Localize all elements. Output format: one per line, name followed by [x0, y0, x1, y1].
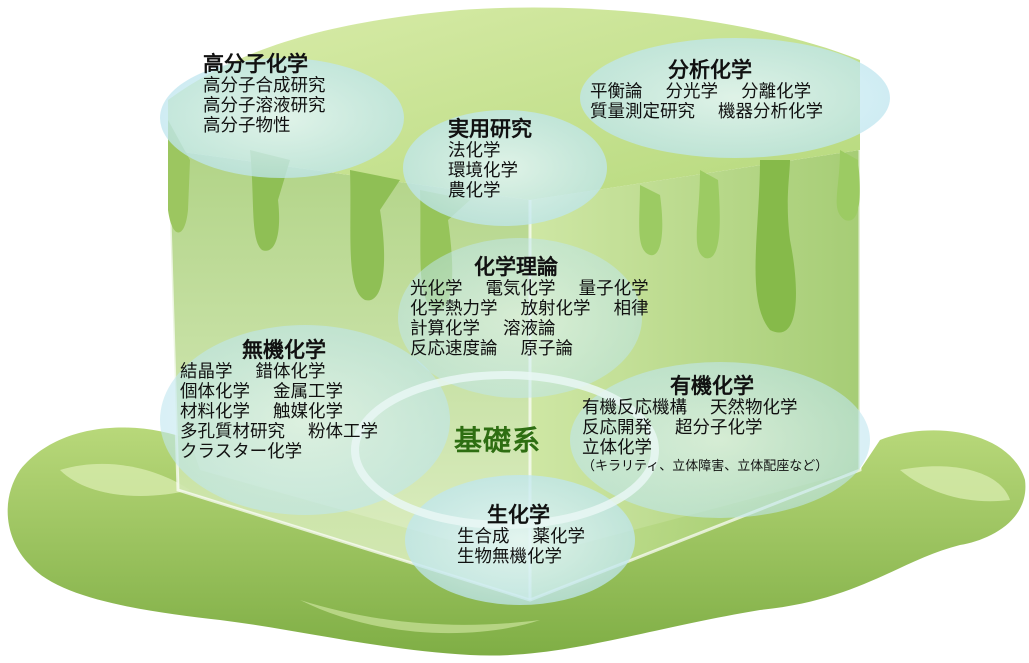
- group-item: 化学熱力学 放射化学 相律: [410, 299, 649, 319]
- group-item: 生合成 薬化学: [457, 527, 586, 547]
- group-title: 分析化学: [668, 58, 752, 82]
- group-biochem: 生化学 生合成 薬化学 生物無機化学: [457, 503, 585, 567]
- group-title: 高分子化学: [203, 52, 308, 76]
- group-item: 光化学 電気化学 量子化学: [410, 279, 649, 299]
- bubble-inorganic: [160, 325, 450, 515]
- group-item: 高分子溶液研究: [203, 96, 326, 116]
- slime-drip: [696, 170, 720, 259]
- group-title: 実用研究: [448, 117, 532, 141]
- slime-drip: [755, 160, 796, 333]
- slime-puddle-highlight: [300, 600, 540, 634]
- group-item: 結晶学 錯体化学: [180, 362, 326, 382]
- group-inorganic: 無機化学 結晶学 錯体化学 個体化学 金属工学 材料化学 触媒化学 多孔質材研究…: [180, 338, 378, 462]
- group-item: 個体化学 金属工学: [180, 382, 344, 402]
- group-item: 立体化学: [582, 438, 652, 458]
- slime-drip: [350, 170, 400, 301]
- group-item: 高分子物性: [203, 116, 291, 136]
- center-ring: [351, 371, 659, 529]
- group-title: 生化学: [487, 503, 550, 527]
- group-applied: 実用研究 法化学 環境化学 農化学: [448, 117, 532, 201]
- group-item: 生物無機化学: [457, 547, 562, 567]
- slime-drip: [639, 185, 663, 256]
- slime-puddle-highlight: [900, 466, 1010, 502]
- group-note: （キラリティ、立体障害、立体配座など）: [582, 459, 829, 474]
- group-organic: 有機化学 有機反応機構 天然物化学 反応開発 超分子化学 立体化学 （キラリティ…: [582, 374, 828, 476]
- group-item: 反応開発 超分子化学: [582, 418, 763, 438]
- bubble-applied: [403, 110, 607, 226]
- group-item: 材料化学 触媒化学: [180, 402, 344, 422]
- group-title: 無機化学: [242, 338, 326, 362]
- group-polymer: 高分子化学 高分子合成研究 高分子溶液研究 高分子物性: [203, 52, 326, 136]
- group-item: 計算化学 溶液論: [410, 319, 556, 339]
- group-item: 環境化学: [448, 161, 518, 181]
- group-title: 化学理論: [474, 255, 558, 279]
- slime-puddle: [7, 427, 1026, 656]
- group-item: 農化学: [448, 181, 501, 201]
- bubble-theory: [398, 238, 642, 398]
- slime-drip: [168, 120, 190, 233]
- group-item: 多孔質材研究 粉体工学: [180, 422, 379, 442]
- group-item: 法化学: [448, 141, 501, 161]
- group-item: 平衡論 分光学 分離化学: [590, 82, 812, 102]
- slime-drip: [836, 150, 860, 221]
- slime-puddle-highlight: [60, 463, 190, 496]
- group-item: クラスター化学: [180, 442, 303, 462]
- bubble-polymer: [160, 58, 404, 178]
- group-theory: 化学理論 光化学 電気化学 量子化学 化学熱力学 放射化学 相律 計算化学 溶液…: [410, 255, 649, 359]
- group-title: 有機化学: [670, 374, 754, 398]
- group-item: 反応速度論 原子論: [410, 339, 574, 359]
- group-item: 質量測定研究 機器分析化学: [590, 102, 824, 122]
- group-item: 有機反応機構 天然物化学: [582, 398, 798, 418]
- bubble-analytical: [580, 38, 890, 158]
- group-analytical: 分析化学 平衡論 分光学 分離化学 質量測定研究 機器分析化学: [590, 58, 823, 122]
- bubble-biochem: [405, 475, 635, 605]
- center-label: 基礎系: [454, 424, 542, 457]
- group-item: 高分子合成研究: [203, 76, 326, 96]
